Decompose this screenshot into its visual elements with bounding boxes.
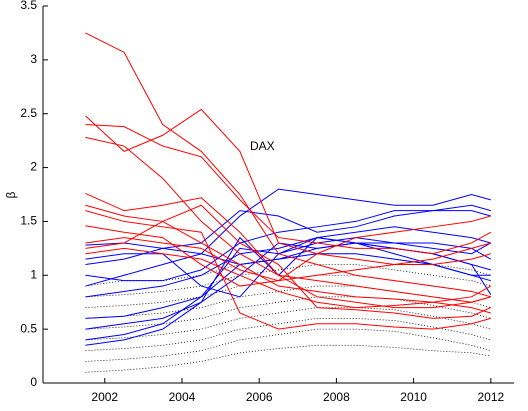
- y-tick-label: 2.5: [20, 106, 37, 120]
- series-line: [85, 108, 491, 266]
- y-tick-label: 2: [30, 160, 37, 174]
- series-line: [85, 253, 491, 287]
- x-tick-label: 2008: [323, 390, 350, 404]
- y-axis-label: β: [4, 191, 18, 198]
- series-line: [85, 204, 491, 314]
- series-line: [85, 237, 491, 298]
- y-tick-label: 3: [30, 52, 37, 66]
- series-line: [85, 188, 491, 287]
- series-line: [85, 32, 491, 298]
- x-tick-label: 2004: [169, 390, 196, 404]
- series-line: [85, 237, 491, 282]
- series-line: [85, 210, 491, 330]
- x-tick-label: 2006: [246, 390, 273, 404]
- series-line: [85, 328, 491, 362]
- x-tick-label: 2002: [91, 390, 118, 404]
- series-line: [85, 264, 491, 298]
- series-line: [85, 307, 491, 341]
- annotation: DAX: [250, 139, 275, 153]
- y-tick-label: 1.5: [20, 214, 37, 228]
- series-line: [85, 123, 492, 255]
- x-tick-label: 2010: [400, 390, 427, 404]
- y-tick-label: 0.5: [20, 321, 37, 335]
- series-line: [85, 344, 491, 373]
- series-line: [85, 210, 491, 282]
- series-line: [85, 204, 491, 266]
- series-line: [85, 247, 492, 309]
- x-tick-label: 2012: [477, 390, 504, 404]
- series-line: [85, 215, 491, 287]
- y-tick-label: 1: [30, 267, 37, 281]
- y-tick-label: 3.5: [20, 0, 37, 12]
- series-line: [85, 236, 491, 346]
- series-line: [85, 317, 491, 352]
- series-line: [85, 204, 492, 319]
- series-line: [85, 226, 491, 298]
- y-tick-label: 0: [30, 375, 37, 389]
